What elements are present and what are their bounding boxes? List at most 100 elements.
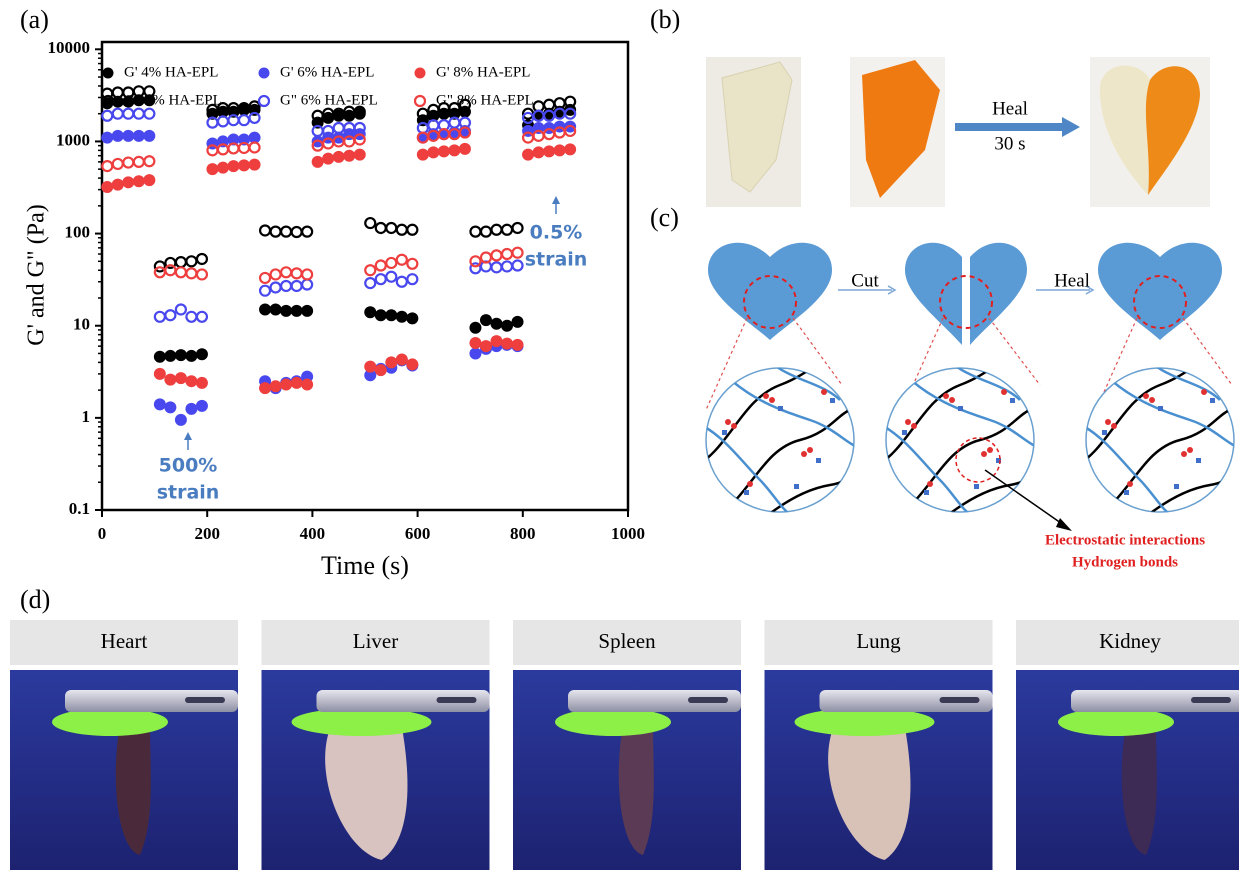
data-point bbox=[502, 249, 512, 259]
data-point bbox=[406, 358, 418, 370]
photo-panel-b bbox=[706, 57, 1210, 207]
data-point bbox=[185, 403, 197, 415]
healing-diagram bbox=[680, 243, 1239, 540]
data-point bbox=[270, 380, 282, 392]
organ-label: Kidney bbox=[1099, 629, 1161, 653]
data-point bbox=[239, 115, 249, 125]
y-tick-label: 10 bbox=[73, 315, 90, 334]
data-point bbox=[302, 280, 312, 290]
data-point bbox=[134, 109, 144, 119]
data-point bbox=[470, 256, 480, 266]
forceps-slot bbox=[940, 697, 980, 703]
data-point bbox=[407, 259, 417, 269]
x-tick-label: 1000 bbox=[611, 524, 645, 543]
data-point bbox=[259, 382, 271, 394]
data-point bbox=[513, 223, 523, 233]
legend-marker bbox=[415, 96, 425, 106]
data-point bbox=[102, 161, 112, 171]
data-point bbox=[154, 351, 166, 363]
data-point bbox=[271, 269, 281, 279]
legend-label: G" 8% HA-EPL bbox=[436, 92, 534, 108]
data-point bbox=[397, 277, 407, 287]
annotation: 0.5% bbox=[530, 222, 583, 244]
data-point bbox=[292, 227, 302, 237]
annotation: 500% bbox=[159, 455, 218, 477]
data-point bbox=[459, 143, 471, 155]
panel-label: (c) bbox=[650, 203, 679, 232]
data-point bbox=[164, 401, 176, 413]
legend-label: G' 4% HA-EPL bbox=[124, 64, 218, 80]
data-point bbox=[438, 145, 450, 157]
data-point bbox=[512, 339, 524, 351]
data-point bbox=[492, 225, 502, 235]
data-point bbox=[176, 257, 186, 267]
forceps-slot bbox=[688, 697, 728, 703]
data-point bbox=[112, 179, 124, 191]
hydrogel bbox=[1058, 708, 1174, 736]
data-point bbox=[196, 377, 208, 389]
data-point bbox=[238, 159, 250, 171]
data-point bbox=[113, 109, 123, 119]
data-point bbox=[469, 347, 481, 359]
data-point bbox=[164, 350, 176, 362]
data-point bbox=[250, 142, 260, 152]
data-point bbox=[343, 150, 355, 162]
data-point bbox=[101, 181, 113, 193]
data-point bbox=[197, 269, 207, 279]
data-point bbox=[176, 267, 186, 277]
data-point bbox=[291, 305, 303, 317]
hydrogel bbox=[292, 708, 432, 736]
annotation-arrowhead bbox=[552, 196, 560, 204]
data-point bbox=[165, 265, 175, 275]
data-point bbox=[365, 265, 375, 275]
data-point bbox=[196, 400, 208, 412]
data-point bbox=[407, 274, 417, 284]
x-tick-label: 0 bbox=[98, 524, 107, 543]
data-point bbox=[417, 149, 429, 161]
panel-label: (a) bbox=[20, 5, 49, 34]
data-point bbox=[543, 145, 555, 157]
data-point bbox=[448, 144, 460, 156]
legend-marker bbox=[259, 96, 269, 106]
legend-marker bbox=[259, 68, 270, 79]
data-point bbox=[113, 159, 123, 169]
data-point bbox=[480, 340, 492, 352]
data-point bbox=[185, 350, 197, 362]
data-point bbox=[386, 272, 396, 282]
data-point bbox=[375, 364, 387, 376]
data-point bbox=[427, 146, 439, 158]
data-point bbox=[407, 225, 417, 235]
data-point bbox=[491, 335, 503, 347]
data-point bbox=[175, 349, 187, 361]
x-tick-label: 400 bbox=[300, 524, 326, 543]
x-tick-label: 600 bbox=[405, 524, 431, 543]
data-point bbox=[186, 256, 196, 266]
data-point bbox=[322, 153, 334, 165]
data-point bbox=[134, 157, 144, 167]
data-point bbox=[492, 250, 502, 260]
data-point bbox=[186, 268, 196, 278]
data-point bbox=[396, 311, 408, 323]
y-tick-label: 1 bbox=[82, 407, 91, 426]
figure: (a) (b) (c) (d) Heal 30 s bbox=[0, 0, 1239, 870]
data-point bbox=[376, 274, 386, 284]
data-point bbox=[364, 306, 376, 318]
data-point bbox=[397, 225, 407, 235]
data-point bbox=[249, 159, 261, 171]
data-point bbox=[501, 320, 513, 332]
data-point bbox=[385, 309, 397, 321]
data-point bbox=[133, 130, 145, 142]
data-point bbox=[197, 254, 207, 264]
organ-label: Liver bbox=[353, 629, 398, 653]
data-point bbox=[175, 372, 187, 384]
legend-label: G" 4% HA-EPL bbox=[124, 92, 222, 108]
data-point bbox=[406, 312, 418, 324]
x-tick-label: 200 bbox=[194, 524, 220, 543]
data-point bbox=[491, 318, 503, 330]
annotation-arrowhead bbox=[184, 432, 192, 440]
cut-label: Cut bbox=[851, 270, 879, 291]
data-point bbox=[143, 130, 155, 142]
data-point bbox=[218, 116, 228, 126]
hydrogel bbox=[795, 708, 935, 736]
data-point bbox=[469, 337, 481, 349]
